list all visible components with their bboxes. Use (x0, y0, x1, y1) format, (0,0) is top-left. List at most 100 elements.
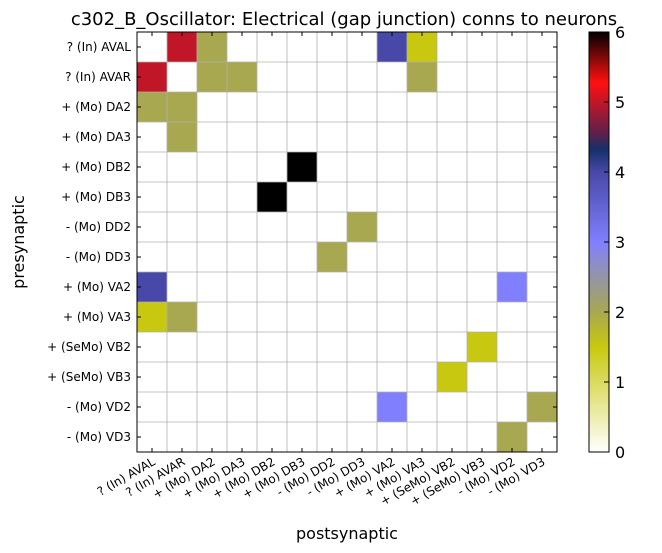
heatmap-cell (377, 302, 407, 332)
heatmap-cell (347, 212, 377, 242)
heatmap-cell (197, 152, 227, 182)
colorbar-tick-label: 4 (615, 163, 625, 182)
heatmap-cell (227, 212, 257, 242)
heatmap-cell (137, 62, 167, 92)
heatmap-cell (317, 152, 347, 182)
heatmap-cell (197, 332, 227, 362)
heatmap-cell (497, 152, 527, 182)
heatmap-cell (527, 122, 557, 152)
heatmap-cell (407, 122, 437, 152)
heatmap-cell (287, 62, 317, 92)
heatmap-cell (437, 302, 467, 332)
heatmap-cell (527, 392, 557, 422)
heatmap-cell (197, 212, 227, 242)
heatmap-cell (347, 362, 377, 392)
heatmap-cell (167, 392, 197, 422)
heatmap-cell (407, 392, 437, 422)
heatmap-cell (347, 92, 377, 122)
heatmap-cell (317, 272, 347, 302)
heatmap-cell (497, 362, 527, 392)
heatmap-cell (227, 122, 257, 152)
heatmap-cell (407, 272, 437, 302)
heatmap-cell (437, 422, 467, 452)
heatmap-cell (377, 362, 407, 392)
heatmap-cell (347, 182, 377, 212)
heatmap-cell (437, 62, 467, 92)
heatmap-cell (527, 92, 557, 122)
heatmap-cell (287, 122, 317, 152)
heatmap-cell (347, 272, 377, 302)
heatmap-cell (407, 332, 437, 362)
heatmap-cell (377, 212, 407, 242)
heatmap-cell (347, 62, 377, 92)
heatmap-cell (467, 302, 497, 332)
heatmap-cell (257, 152, 287, 182)
heatmap-cell (197, 362, 227, 392)
heatmap-cell (227, 32, 257, 62)
heatmap-cell (527, 332, 557, 362)
heatmap-cell (257, 212, 287, 242)
heatmap-cell (227, 332, 257, 362)
y-tick-label: - (Mo) VD2 (67, 400, 131, 414)
heatmap-cell (317, 182, 347, 212)
heatmap-cell (167, 122, 197, 152)
heatmap-cell (467, 392, 497, 422)
heatmap-cell (497, 182, 527, 212)
heatmap-cell (527, 302, 557, 332)
y-tick-label: - (Mo) DD2 (66, 220, 131, 234)
heatmap-cell (257, 392, 287, 422)
heatmap-cell (257, 92, 287, 122)
heatmap-cell (257, 242, 287, 272)
heatmap-cell (227, 152, 257, 182)
heatmap-cell (197, 392, 227, 422)
heatmap-cell (287, 302, 317, 332)
heatmap-cell (137, 362, 167, 392)
heatmap-cell (437, 152, 467, 182)
heatmap-cell (257, 362, 287, 392)
heatmap-cell (467, 212, 497, 242)
heatmap-cell (287, 242, 317, 272)
heatmap-cell (317, 62, 347, 92)
heatmap-cell (437, 392, 467, 422)
heatmap-cell (227, 62, 257, 92)
heatmap-cell (317, 332, 347, 362)
heatmap-cell (377, 332, 407, 362)
heatmap-cell (137, 242, 167, 272)
heatmap-cell (317, 242, 347, 272)
heatmap-cell (497, 332, 527, 362)
heatmap-cell (377, 422, 407, 452)
heatmap-cell (467, 422, 497, 452)
heatmap-cell (287, 362, 317, 392)
heatmap-cell (497, 122, 527, 152)
heatmap-cell (227, 392, 257, 422)
heatmap-cell (467, 332, 497, 362)
heatmap-cell (437, 212, 467, 242)
heatmap-cell (137, 212, 167, 242)
heatmap-cell (467, 152, 497, 182)
heatmap-cell (167, 302, 197, 332)
heatmap-cell (137, 272, 167, 302)
y-tick-label: + (Mo) DA2 (61, 100, 131, 114)
heatmap-cell (227, 302, 257, 332)
heatmap-cell (437, 272, 467, 302)
heatmap-cell (167, 242, 197, 272)
heatmap-cell (407, 362, 437, 392)
heatmap-cell (197, 122, 227, 152)
heatmap-cell (197, 422, 227, 452)
heatmap-cell (437, 362, 467, 392)
colorbar-tick-label: 1 (615, 373, 625, 392)
heatmap-cell (467, 32, 497, 62)
heatmap-cell (407, 32, 437, 62)
heatmap-cell (137, 302, 167, 332)
heatmap-cell (407, 212, 437, 242)
heatmap-cell (497, 242, 527, 272)
heatmap-cell (497, 92, 527, 122)
heatmap-cell (497, 302, 527, 332)
heatmap-cell (347, 392, 377, 422)
heatmap-cell (377, 272, 407, 302)
heatmap-cell (467, 62, 497, 92)
heatmap-cell (377, 122, 407, 152)
heatmap-cell (347, 122, 377, 152)
heatmap-cell (407, 182, 437, 212)
plot-frame (136, 31, 558, 453)
